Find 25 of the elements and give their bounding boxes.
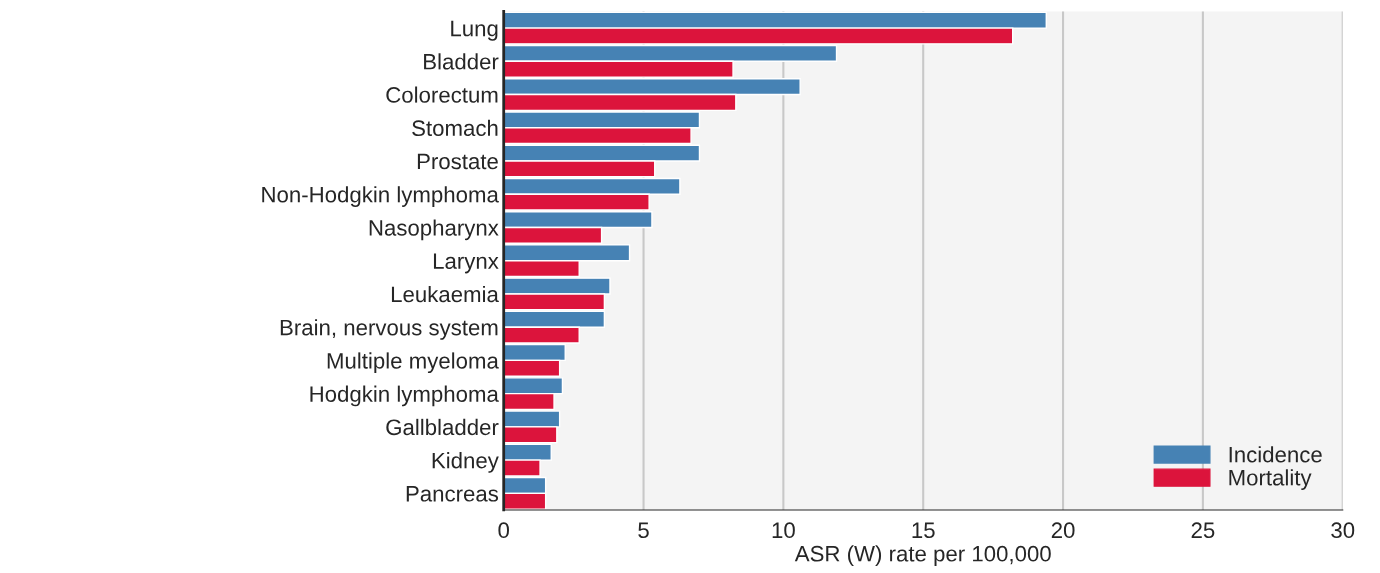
y-tick-label: Gallbladder <box>386 418 499 436</box>
x-tick-label: 30 <box>1331 522 1355 539</box>
y-tick-label: Leukaemia <box>391 285 499 303</box>
y-tick-label: Stomach <box>412 119 498 137</box>
y-tick-label: Lung <box>451 20 498 41</box>
y-tick-label: Multiple myeloma <box>327 352 499 374</box>
y-tick-label: Brain, nervous system <box>280 319 498 340</box>
legend-label: Incidence <box>1229 446 1322 463</box>
y-tick-label: Prostate <box>417 153 498 170</box>
x-tick-label: 10 <box>772 522 795 539</box>
y-tick-label: Pancreas <box>406 486 499 502</box>
legend-label: Mortality <box>1229 469 1312 490</box>
y-tick-label: Non-Hodgkin lymphoma <box>262 186 499 207</box>
x-tick-label: 25 <box>1191 522 1215 539</box>
y-tick-label: Colorectum <box>386 86 498 103</box>
y-tick-label: Kidney <box>432 452 499 473</box>
y-tick-label: Hodgkin lymphoma <box>310 385 499 407</box>
y-tick-label: Nasopharynx <box>369 219 499 241</box>
y-tick-label: Larynx <box>433 253 499 274</box>
y-tick-label: Bladder <box>424 53 499 70</box>
x-tick-label: 20 <box>1051 522 1075 539</box>
x-tick-label: 5 <box>638 522 649 539</box>
x-axis-title: ASR (W) rate per 100,000 <box>794 545 1051 566</box>
x-tick-label: 15 <box>912 522 935 539</box>
x-tick-label: 0 <box>498 522 510 539</box>
